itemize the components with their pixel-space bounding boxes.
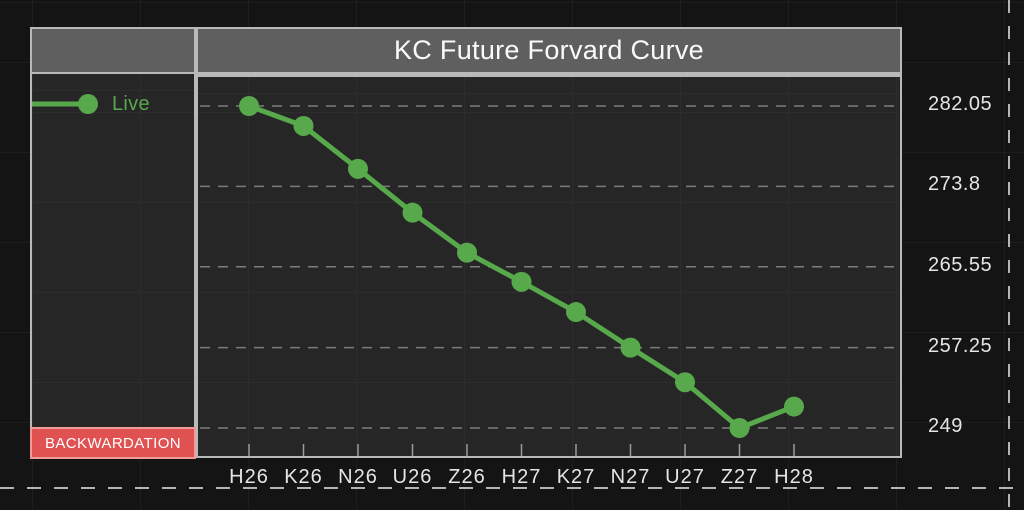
data-point — [784, 396, 804, 417]
legend-header-panel — [30, 27, 196, 74]
x-axis-label: N26 — [338, 466, 378, 488]
y-axis-label: 273.8 — [928, 173, 981, 196]
data-point — [511, 271, 532, 292]
legend-item-live[interactable]: Live — [112, 93, 150, 115]
selection-guide-horizontal-dashed — [0, 487, 1024, 489]
x-axis-label: H28 — [774, 466, 814, 488]
x-axis-label: Z27 — [720, 466, 759, 488]
data-point — [566, 302, 586, 323]
y-axis-label: 257.25 — [928, 334, 993, 357]
chart-title: KC Future Forvard Curve — [394, 35, 704, 65]
data-point — [402, 202, 423, 223]
x-axis-label: U27 — [665, 466, 705, 488]
data-point — [729, 418, 750, 438]
y-axis-label: 265.55 — [928, 253, 993, 276]
data-point — [620, 337, 641, 358]
chart-title-bar: KC Future Forvard Curve — [196, 27, 902, 74]
x-axis-label: H27 — [501, 466, 542, 488]
y-axis-label: 282.05 — [928, 93, 993, 115]
legend-panel: Live BACKWARDATION — [30, 74, 196, 459]
x-axis-label: U26 — [392, 466, 433, 488]
y-axis-label: 249 — [928, 415, 963, 437]
x-axis-label: H26 — [229, 466, 269, 488]
x-axis-label: K27 — [556, 466, 596, 488]
data-point — [348, 158, 368, 179]
x-axis-label: N27 — [610, 466, 651, 488]
data-point — [239, 96, 259, 116]
backwardation-badge: BACKWARDATION — [30, 427, 196, 459]
selection-guide-vertical-dashed — [1008, 0, 1010, 510]
x-axis-label: Z26 — [448, 466, 486, 488]
data-point — [293, 115, 314, 136]
forward-curve-chart — [200, 96, 898, 456]
chart-plot-area[interactable] — [196, 74, 902, 458]
data-point — [457, 242, 477, 263]
x-axis-label: K26 — [284, 466, 323, 488]
data-point — [675, 372, 695, 393]
legend-series-marker — [32, 94, 98, 114]
